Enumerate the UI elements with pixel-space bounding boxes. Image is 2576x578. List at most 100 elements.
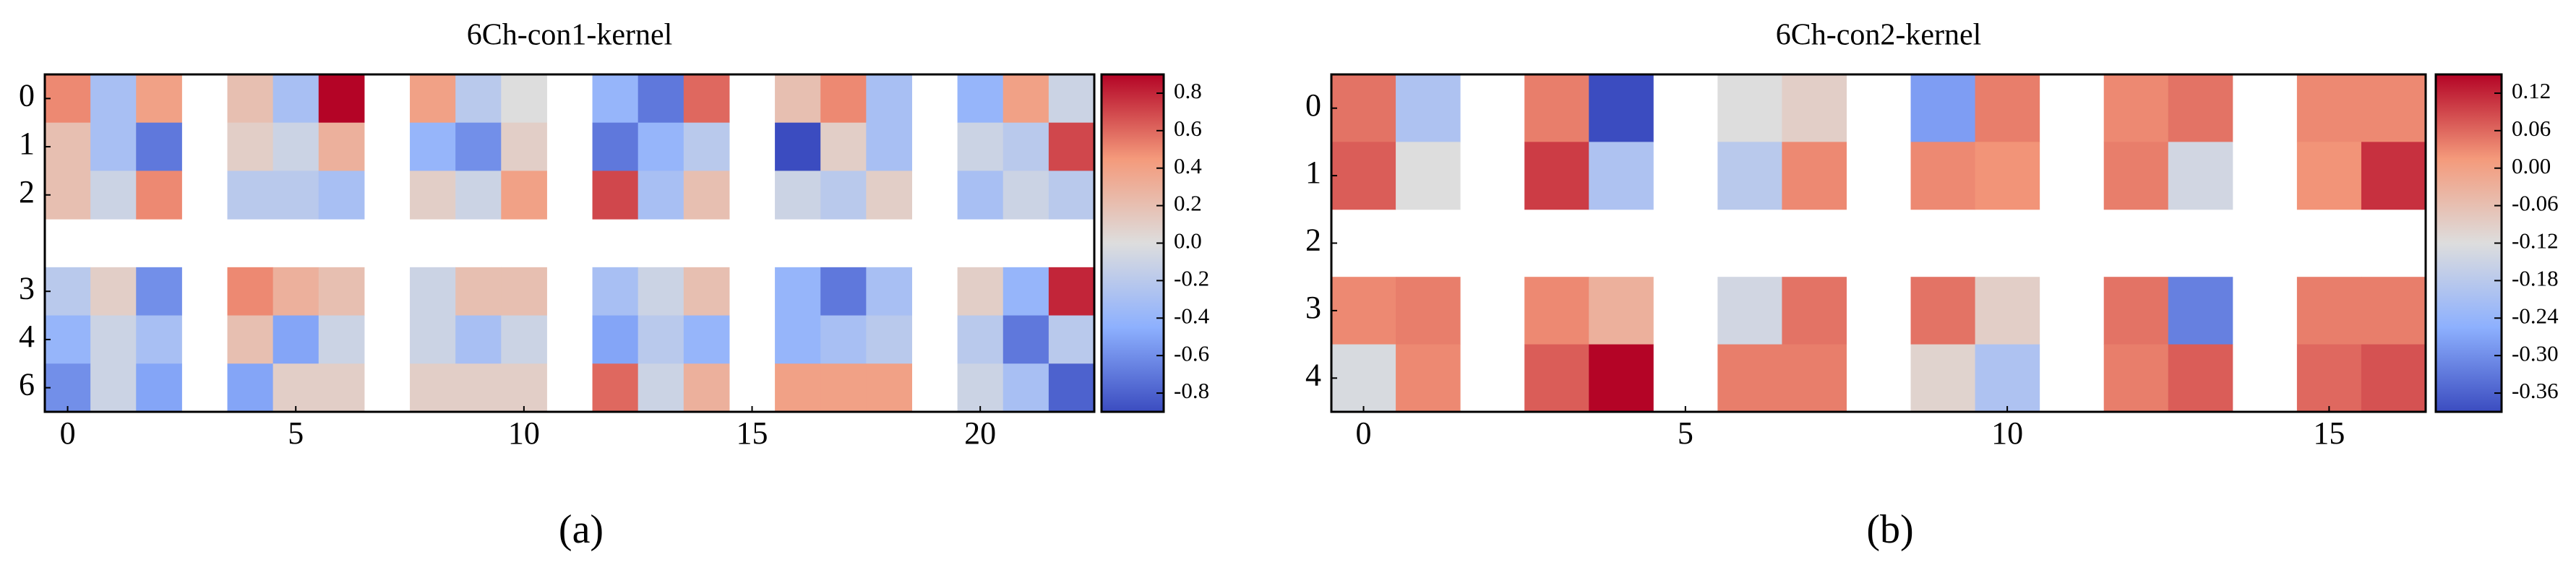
heatmap-cell [775,267,821,316]
heatmap-cell [2296,277,2362,345]
heatmap-cell [455,267,502,316]
heatmap-cell [775,122,821,171]
heatmap-cell [2361,277,2426,345]
heatmap-cell [318,315,365,364]
heatmap-cell [775,171,821,220]
heatmap-cell [957,267,1004,316]
panel-caption: (a) [559,507,604,552]
heatmap-cell [2103,74,2169,142]
heatmap-cell [683,267,730,316]
heatmap-cell [1782,142,1847,210]
heatmap-cell [455,74,502,124]
heatmap-cell [2168,344,2233,413]
heatmap-frame [43,73,1096,413]
heatmap-cell [90,267,137,316]
heatmap-cell [501,315,547,364]
heatmap-cell [866,171,912,220]
heatmap-cell [1975,142,2040,210]
colorbar [1100,73,1165,413]
colorbar-tick-label: -0.36 [2512,378,2559,403]
heatmap-cell [683,363,730,413]
heatmap-cell [1975,344,2040,413]
heatmap-cell [318,363,365,413]
heatmap-cell [866,315,912,364]
heatmap-cell [227,363,274,413]
heatmap-cell [775,315,821,364]
heatmap-cell [318,74,365,124]
heatmap-cell [1717,74,1782,142]
heatmap-cell [683,74,730,124]
panel-caption: (b) [1866,507,1913,552]
heatmap-background [45,74,1094,412]
heatmap-cell [2168,74,2233,142]
colorbar-tick-label: 0.12 [2512,78,2551,103]
colorbar-tick-label: 0.2 [1174,191,1202,216]
y-tick-label: 0 [1305,87,1321,123]
heatmap-cell [637,122,684,171]
heatmap-cell [820,315,867,364]
heatmap-cell [592,267,639,316]
heatmap-cell [318,267,365,316]
heatmap-cell [957,74,1004,124]
heatmap-cell [775,363,821,413]
colorbar-tick-label: -0.30 [2512,340,2559,366]
heatmap-cell [501,74,547,124]
y-tick-label: 1 [1305,155,1321,190]
heatmap-cell [820,122,867,171]
heatmap-cell [272,74,319,124]
x-tick-label: 10 [508,415,540,451]
x-tick-label: 0 [60,415,76,451]
heatmap-cell [1048,267,1095,316]
heatmap-cell [410,363,456,413]
heatmap-cell [683,122,730,171]
heatmap-cell [592,74,639,124]
heatmap-cell [1003,74,1049,124]
heatmap-cell [1396,74,1461,142]
heatmap-cell [1910,74,1976,142]
colorbar-tick-label: -0.06 [2512,191,2559,216]
heatmap-cell [501,122,547,171]
heatmap-cell [501,171,547,220]
heatmap-cell [1524,74,1589,142]
heatmap-cell [1331,277,1396,345]
y-tick-label: 1 [19,126,35,161]
heatmap-cell [2296,344,2362,413]
heatmap-cell [90,74,137,124]
heatmap-cell [1524,142,1589,210]
x-tick-label: 20 [964,415,996,451]
heatmap-cell [1003,315,1049,364]
heatmap-cell [592,171,639,220]
heatmap-cell [1396,344,1461,413]
y-tick-label: 3 [19,270,35,306]
heatmap-cell [1048,171,1095,220]
heatmap-cell [136,171,182,220]
heatmap-cell [272,171,319,220]
heatmap-cell [90,315,137,364]
heatmap-cell [2361,344,2426,413]
heatmap-cell [1048,363,1095,413]
colorbar-tick-label: -0.12 [2512,228,2559,254]
heatmap-cell [1331,344,1396,413]
heatmap-cell [410,74,456,124]
heatmap-cell [1717,142,1782,210]
heatmap-cell [1003,171,1049,220]
heatmap-cell [1717,344,1782,413]
heatmap-cell [592,363,639,413]
heatmap-cell [2168,277,2233,345]
heatmap-cell [45,74,91,124]
heatmap-cell [136,267,182,316]
heatmap-cell [136,363,182,413]
heatmap-cell [1717,277,1782,345]
heatmap-cell [45,267,91,316]
colorbar-tick-label: 0.8 [1174,78,1202,103]
heatmap-background [1331,74,2426,412]
heatmap-cell [2361,142,2426,210]
heatmap-cell [683,315,730,364]
heatmap-cell [1003,363,1049,413]
heatmap-cell [2103,277,2169,345]
heatmap-cell [45,315,91,364]
heatmap-cell [1589,142,1654,210]
heatmap-cell [637,74,684,124]
x-tick-label: 10 [1991,415,2023,451]
